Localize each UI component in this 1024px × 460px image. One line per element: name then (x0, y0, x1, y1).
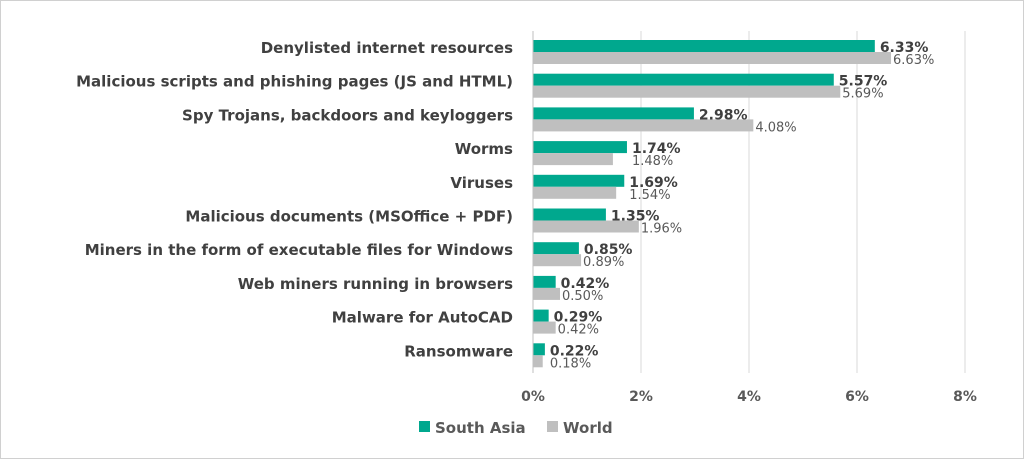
bar-south-asia (533, 40, 875, 52)
legend-swatch-world (547, 421, 558, 432)
data-label-south-asia: 0.42% (561, 276, 610, 292)
data-label-world: 0.89% (583, 255, 624, 270)
data-label-south-asia: 0.29% (554, 310, 603, 326)
category-label: Malicious scripts and phishing pages (JS… (76, 73, 513, 91)
x-tick-label: 6% (845, 389, 869, 405)
x-tick-label: 8% (953, 389, 977, 405)
data-label-world: 1.96% (641, 222, 682, 237)
bar-south-asia (533, 343, 545, 356)
bar-south-asia (533, 73, 834, 86)
category-label: Spy Trojans, backdoors and keyloggers (182, 106, 513, 124)
bar-world (533, 321, 556, 334)
category-label: Web miners running in browsers (238, 275, 513, 293)
legend-label-south-asia: South Asia (435, 419, 526, 437)
bar-south-asia (533, 309, 549, 322)
bar-world (533, 355, 543, 368)
data-label-south-asia: 1.74% (632, 141, 681, 157)
category-label: Viruses (450, 174, 513, 192)
data-label-south-asia: 0.85% (584, 242, 633, 258)
data-label-world: 0.50% (562, 289, 603, 304)
bar-south-asia (533, 174, 625, 187)
bar-south-asia (533, 107, 694, 120)
data-label-world: 5.69% (842, 87, 883, 102)
data-label-world: 1.54% (629, 188, 670, 203)
bar-world (533, 220, 639, 233)
data-label-south-asia: 1.35% (611, 209, 660, 225)
bar-south-asia (533, 275, 556, 288)
data-label-world: 0.42% (558, 323, 599, 338)
data-label-south-asia: 2.98% (699, 107, 748, 123)
data-label-south-asia: 1.69% (629, 175, 678, 191)
bar-south-asia (533, 141, 627, 154)
data-label-south-asia: 0.22% (550, 343, 599, 359)
category-label: Malicious documents (MSOffice + PDF) (185, 208, 513, 226)
x-tick-label: 0% (521, 389, 545, 405)
bar-world (533, 287, 560, 300)
data-label-south-asia: 6.33% (880, 40, 929, 56)
data-label-world: 4.08% (755, 120, 796, 135)
category-label: Denylisted internet resources (261, 39, 513, 57)
bar-world (533, 254, 582, 267)
x-tick-label: 4% (737, 389, 761, 405)
bar-world (533, 186, 617, 199)
bar-world (533, 119, 754, 132)
category-label: Malware for AutoCAD (332, 309, 513, 327)
bar-south-asia (533, 208, 606, 221)
legend-swatch-south-asia (419, 421, 430, 432)
bar-world (533, 153, 613, 166)
category-label: Worms (455, 140, 513, 158)
data-label-world: 1.48% (632, 154, 673, 169)
bar-south-asia (533, 242, 579, 255)
x-tick-label: 2% (629, 389, 653, 405)
bar-world (533, 85, 841, 98)
bar-world (533, 52, 892, 64)
legend-label-world: World (563, 419, 613, 437)
category-label: Miners in the form of executable files f… (85, 241, 513, 259)
data-label-world: 6.63% (893, 53, 934, 68)
category-label: Ransomware (404, 342, 513, 360)
data-label-world: 0.18% (550, 356, 591, 371)
data-label-south-asia: 5.57% (839, 74, 888, 90)
